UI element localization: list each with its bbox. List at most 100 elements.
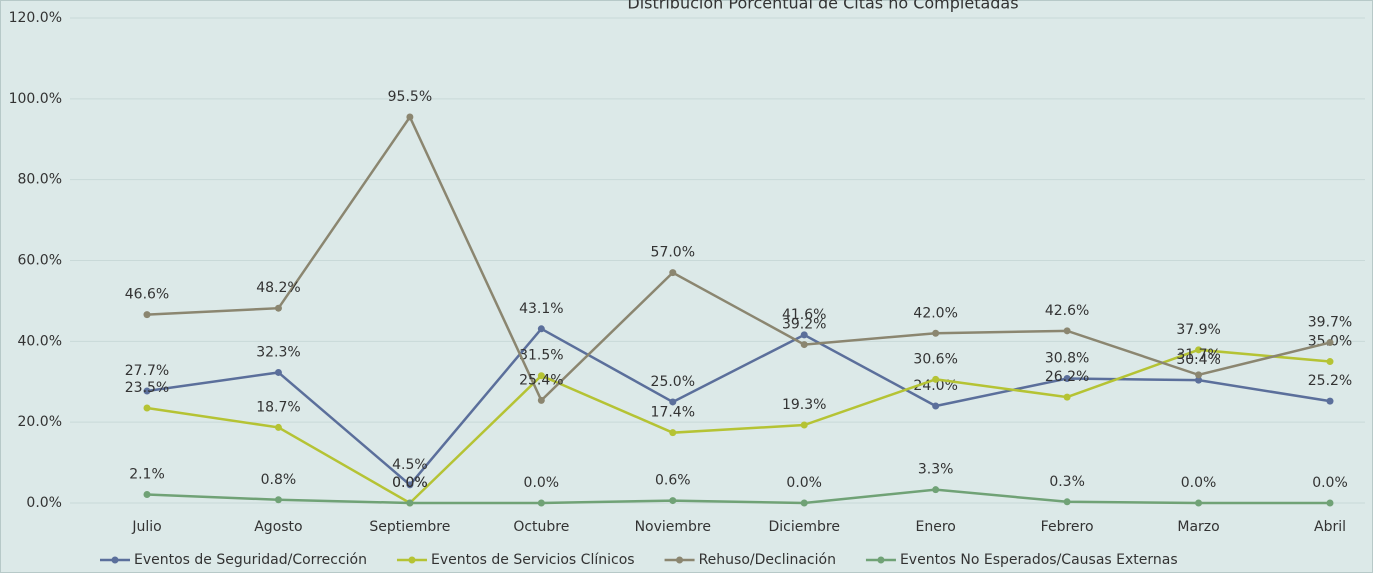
chart-title: Distribución Porcentual de Citas no Comp…: [627, 0, 1018, 13]
data-label: 39.7%: [1308, 315, 1352, 331]
data-point: [669, 497, 677, 505]
x-tick-label: Enero: [915, 519, 955, 535]
data-label: 30.8%: [1045, 351, 1089, 367]
data-point: [143, 311, 151, 319]
data-point: [932, 486, 940, 494]
x-tick-label: Diciembre: [768, 519, 839, 535]
series-line: [146, 114, 1331, 403]
data-label: 0.0%: [392, 475, 428, 491]
x-tick-label: Abril: [1314, 519, 1346, 535]
data-label: 42.0%: [913, 305, 957, 321]
series-line: [146, 327, 1331, 487]
data-point: [932, 402, 940, 410]
legend-label: Eventos No Esperados/Causas Externas: [900, 552, 1178, 568]
data-label: 25.4%: [519, 372, 563, 388]
legend-marker: [111, 556, 119, 564]
data-label: 0.8%: [261, 472, 297, 488]
data-point: [143, 491, 151, 499]
data-label: 2.1%: [129, 467, 165, 483]
data-label: 26.2%: [1045, 369, 1089, 385]
data-point: [669, 269, 677, 277]
legend-marker: [676, 556, 684, 564]
x-tick-label: Agosto: [254, 519, 302, 535]
data-label: 32.3%: [256, 344, 300, 360]
data-label: 18.7%: [256, 399, 300, 415]
data-point: [800, 331, 808, 339]
data-label: 25.2%: [1308, 373, 1352, 389]
data-point: [143, 404, 151, 412]
y-tick-label: 120.0%: [9, 10, 62, 26]
data-label: 23.5%: [125, 380, 169, 396]
data-label: 46.6%: [125, 287, 169, 303]
data-point: [1195, 371, 1203, 379]
data-label: 41.6%: [782, 307, 826, 323]
x-tick-label: Marzo: [1177, 519, 1219, 535]
data-label: 0.0%: [1181, 475, 1217, 491]
legend-marker: [877, 556, 885, 564]
data-point: [274, 304, 282, 312]
data-label: 0.0%: [524, 475, 560, 491]
data-label: 27.7%: [125, 363, 169, 379]
data-point: [800, 341, 808, 349]
y-tick-label: 20.0%: [18, 414, 62, 430]
data-point: [537, 396, 545, 404]
data-label: 0.3%: [1049, 474, 1085, 490]
data-label: 42.6%: [1045, 303, 1089, 319]
data-point: [537, 325, 545, 333]
data-point: [1326, 499, 1334, 507]
data-label: 3.3%: [918, 462, 954, 478]
data-label: 19.3%: [782, 397, 826, 413]
data-point: [1195, 499, 1203, 507]
data-label: 0.0%: [392, 475, 428, 491]
data-label: 31.5%: [519, 348, 563, 364]
data-point: [537, 372, 545, 380]
data-point: [406, 499, 414, 507]
data-point: [1326, 339, 1334, 347]
x-tick-label: Febrero: [1041, 519, 1094, 535]
data-point: [537, 499, 545, 507]
series-line: [146, 488, 1330, 505]
data-label: 0.0%: [786, 475, 822, 491]
y-tick-label: 0.0%: [26, 495, 62, 511]
data-point: [143, 387, 151, 395]
data-label: 95.5%: [388, 89, 432, 105]
data-point: [274, 423, 282, 431]
legend-label: Rehuso/Declinación: [699, 552, 836, 568]
data-point: [1063, 498, 1071, 506]
data-label: 37.9%: [1176, 322, 1220, 338]
data-point: [406, 113, 414, 121]
y-tick-label: 100.0%: [9, 91, 62, 107]
data-point: [1063, 327, 1071, 335]
x-tick-label: Julio: [131, 519, 161, 535]
data-point: [932, 329, 940, 337]
data-point: [800, 499, 808, 507]
y-tick-label: 40.0%: [18, 333, 62, 349]
data-point: [932, 375, 940, 383]
data-point: [1326, 397, 1334, 405]
x-tick-label: Octubre: [513, 519, 569, 535]
data-point: [800, 421, 808, 429]
x-tick-label: Noviembre: [635, 519, 711, 535]
data-point: [669, 398, 677, 406]
data-label: 31.7%: [1176, 347, 1220, 363]
data-label: 39.2%: [782, 317, 826, 333]
series-line: [146, 348, 1331, 505]
y-tick-label: 60.0%: [18, 253, 62, 269]
data-label: 30.4%: [1176, 352, 1220, 368]
data-label: 25.0%: [651, 374, 695, 390]
data-point: [1195, 346, 1203, 354]
data-label: 43.1%: [519, 301, 563, 317]
data-label: 30.6%: [913, 351, 957, 367]
legend-marker: [408, 556, 416, 564]
legend-label: Eventos de Servicios Clínicos: [431, 552, 635, 568]
data-point: [1063, 375, 1071, 383]
data-point: [1063, 393, 1071, 401]
data-label: 48.2%: [256, 280, 300, 296]
data-point: [1326, 358, 1334, 366]
data-label: 57.0%: [651, 245, 695, 261]
data-point: [274, 368, 282, 376]
x-tick-label: Septiembre: [369, 519, 450, 535]
data-label: 17.4%: [651, 405, 695, 421]
